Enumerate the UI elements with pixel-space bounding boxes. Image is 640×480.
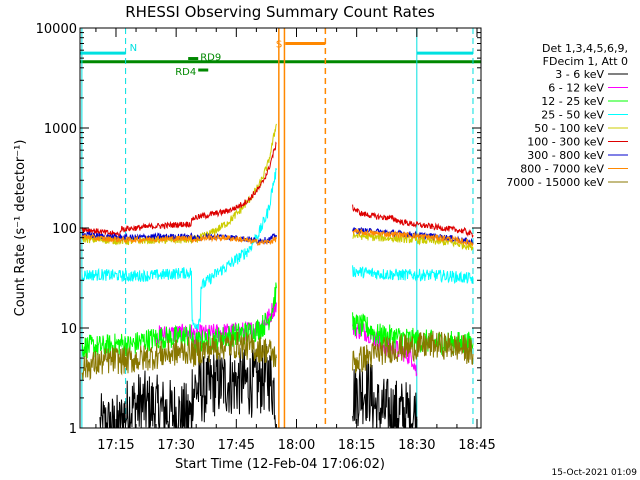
legend-entry-label: 3 - 6 keV — [555, 68, 604, 81]
x-tick-label: 18:45 — [458, 438, 495, 453]
y-axis: 1 10 100 1000 10000 — [36, 22, 481, 437]
series-line — [352, 312, 474, 356]
y-tick-label: 1000 — [44, 122, 77, 137]
legend-entry-label: 12 - 25 keV — [541, 95, 604, 108]
x-axis-label: Start Time (12-Feb-04 17:06:02) — [175, 457, 385, 472]
series-line — [99, 343, 277, 430]
x-tick-label: 17:45 — [218, 438, 255, 453]
y-tick-label: 1 — [69, 422, 77, 437]
flag-label: RD9 — [200, 53, 221, 64]
y-axis-label: Count Rate (s⁻¹ detector⁻¹) — [13, 140, 28, 317]
x-axis: 17:15 17:30 17:45 18:00 18:15 18:30 18:45 — [95, 28, 496, 453]
y-tick-label: 100 — [52, 222, 77, 237]
legend-entry-label: 25 - 50 keV — [541, 109, 604, 122]
x-tick-label: 17:15 — [97, 438, 134, 453]
series-line — [352, 330, 474, 374]
legend-entry-label: 6 - 12 keV — [548, 82, 604, 95]
timestamp: 15-Oct-2021 01:09 — [552, 468, 638, 478]
legend: Det 1,3,4,5,6,9,FDecim 1, Att 03 - 6 keV… — [506, 42, 628, 189]
series-line — [81, 233, 277, 246]
legend-entry-label: 100 - 300 keV — [527, 136, 604, 149]
series-layer — [81, 123, 474, 430]
series-line — [352, 357, 418, 429]
legend-entry-label: 7000 - 15000 keV — [506, 176, 604, 189]
legend-header: Det 1,3,4,5,6,9, — [542, 42, 628, 55]
series — [81, 167, 474, 330]
flags-layer: NSRD9RD4 — [80, 39, 481, 78]
series-line — [352, 204, 474, 238]
legend-entry-label: 300 - 800 keV — [527, 149, 604, 162]
flag-label: RD4 — [175, 67, 196, 78]
x-tick-label: 18:00 — [278, 438, 315, 453]
y-tick-label: 10 — [60, 322, 77, 337]
series-line — [352, 265, 474, 284]
x-tick-label: 18:15 — [338, 438, 375, 453]
flag-label: N — [130, 43, 137, 54]
series-line — [352, 228, 474, 248]
series — [81, 330, 474, 381]
series-line — [81, 331, 277, 381]
series — [99, 343, 418, 430]
x-tick-label: 18:30 — [398, 438, 435, 453]
legend-header: FDecim 1, Att 0 — [543, 55, 628, 68]
y-tick-label: 10000 — [36, 22, 77, 37]
series-line — [81, 167, 277, 330]
legend-entry-label: 800 - 7000 keV — [520, 163, 604, 176]
x-tick-label: 17:30 — [157, 438, 194, 453]
chart-title: RHESSI Observing Summary Count Rates — [125, 3, 435, 21]
legend-entry-label: 50 - 100 keV — [534, 122, 604, 135]
series — [81, 228, 474, 248]
